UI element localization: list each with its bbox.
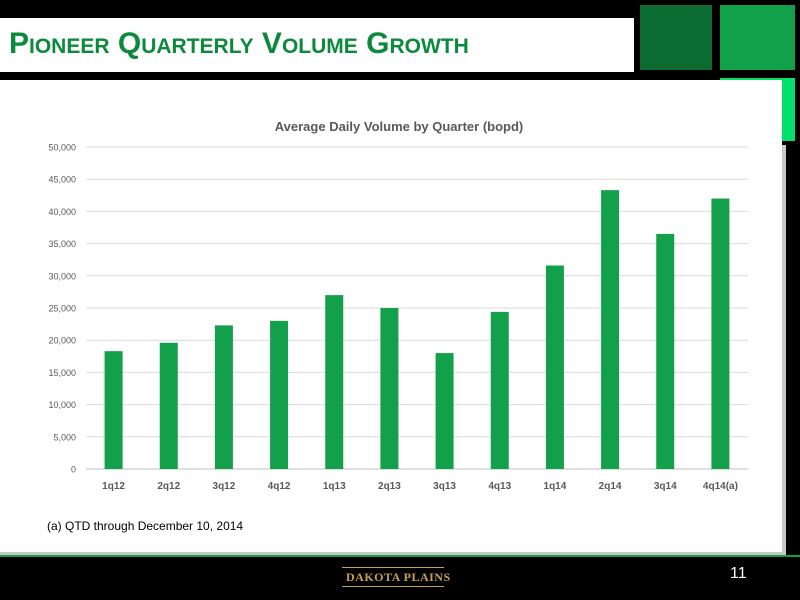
bar-2q14	[601, 190, 620, 469]
logo-text: DAKOTA PLAINS	[346, 570, 451, 584]
bar-3q13	[435, 353, 454, 469]
x-tick-label: 3q12	[213, 481, 236, 492]
bar-4q14(a)	[711, 198, 730, 469]
y-tick-label: 5,000	[53, 432, 76, 442]
y-tick-label: 0	[71, 465, 76, 475]
y-tick-label: 50,000	[48, 143, 76, 153]
panel-shadow-bottom	[0, 552, 786, 555]
bar-4q12	[270, 320, 289, 469]
bar-1q12	[104, 351, 123, 469]
footnote: (a) QTD through December 10, 2014	[47, 519, 244, 533]
chart-title: Average Daily Volume by Quarter (bopd)	[275, 119, 524, 134]
x-tick-label: 1q14	[544, 481, 567, 492]
x-tick-label: 1q12	[102, 481, 125, 492]
page-number: 11	[730, 565, 747, 582]
footer-rule	[0, 555, 800, 557]
y-tick-label: 40,000	[48, 207, 76, 217]
panel-shadow-right	[782, 145, 786, 555]
decor-square-dark	[640, 5, 712, 70]
bar-1q13	[325, 295, 344, 469]
y-tick-label: 25,000	[48, 304, 76, 314]
x-tick-label: 4q14(a)	[703, 481, 738, 492]
bar-4q13	[490, 311, 509, 469]
x-axis-ticks: 1q12 2q12 3q12 4q12 1q13 2q13 3q13 4q13 1q14 2q14…	[102, 481, 738, 492]
y-axis-ticks: 0 5,000 10,000 15,000 20,000 25,000 30,000 35,0…	[48, 143, 76, 475]
bar-3q14	[656, 233, 675, 469]
y-tick-label: 45,000	[48, 175, 76, 185]
y-tick-label: 30,000	[48, 271, 76, 281]
y-tick-label: 20,000	[48, 336, 76, 346]
bar-3q12	[214, 325, 233, 469]
x-tick-label: 3q14	[654, 481, 677, 492]
x-tick-label: 1q13	[323, 481, 346, 492]
y-tick-label: 15,000	[48, 368, 76, 378]
x-tick-label: 4q13	[488, 481, 511, 492]
chart-gridlines	[86, 146, 748, 470]
bar-2q13	[380, 308, 399, 469]
x-tick-label: 4q12	[268, 481, 291, 492]
slide-title: Pioneer Quarterly Volume Growth	[9, 27, 469, 60]
title-bar	[0, 18, 634, 72]
y-tick-label: 35,000	[48, 239, 76, 249]
decor-square-mid	[720, 5, 795, 70]
chart-bars	[104, 190, 730, 469]
x-tick-label: 3q13	[433, 481, 456, 492]
x-tick-label: 2q14	[599, 481, 622, 492]
logo-line-bottom	[342, 586, 444, 587]
bar-2q12	[159, 342, 178, 469]
y-tick-label: 10,000	[48, 400, 76, 410]
x-tick-label: 2q12	[157, 481, 180, 492]
logo-line-top	[342, 567, 444, 568]
bar-1q14	[545, 265, 564, 469]
x-tick-label: 2q13	[378, 481, 401, 492]
dakota-plains-logo: DAKOTA PLAINS	[338, 562, 451, 594]
